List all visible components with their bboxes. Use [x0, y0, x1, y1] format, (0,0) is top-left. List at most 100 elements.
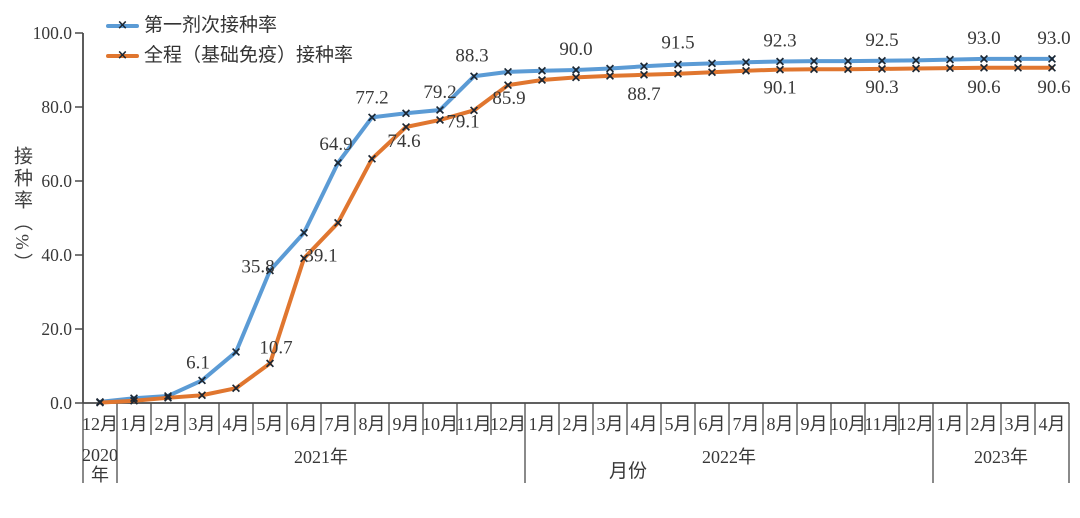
month-label: 6月 [291, 414, 318, 434]
point-marker [333, 218, 343, 227]
month-label: 12月 [490, 414, 526, 434]
point-label: 88.7 [627, 84, 660, 105]
y-tick-label: 20.0 [41, 319, 72, 339]
point-label: 79.1 [446, 111, 479, 132]
point-marker [537, 66, 547, 75]
point-label: 39.1 [304, 245, 337, 266]
month-label: 9月 [393, 414, 420, 434]
month-label: 3月 [597, 414, 624, 434]
month-label: 1月 [937, 414, 964, 434]
point-marker [673, 60, 683, 69]
month-label: 7月 [733, 414, 760, 434]
point-marker [95, 398, 105, 407]
point-marker [129, 394, 139, 403]
point-marker [707, 59, 717, 68]
point-marker [333, 158, 343, 167]
point-marker [605, 71, 615, 80]
point-marker [639, 70, 649, 79]
point-label: 90.1 [763, 78, 796, 99]
point-label: 77.2 [355, 87, 388, 108]
point-marker [673, 69, 683, 78]
point-marker [197, 376, 207, 385]
point-marker [605, 64, 615, 73]
point-marker [979, 63, 989, 72]
month-label: 8月 [767, 414, 794, 434]
point-marker [129, 396, 139, 405]
month-label: 9月 [801, 414, 828, 434]
month-label: 2月 [971, 414, 998, 434]
point-marker [877, 64, 887, 73]
point-marker [979, 54, 989, 63]
point-label: 91.5 [661, 32, 694, 53]
point-label: 74.6 [387, 131, 420, 152]
point-label: 93.0 [967, 28, 1000, 49]
point-label: 85.9 [492, 88, 525, 109]
month-label: 7月 [325, 414, 352, 434]
point-marker [367, 113, 377, 122]
point-marker [809, 57, 819, 66]
y-tick-label: 60.0 [41, 171, 72, 191]
point-marker [775, 65, 785, 74]
point-marker [435, 115, 445, 124]
month-label: 5月 [665, 414, 692, 434]
point-marker [911, 64, 921, 73]
series-line-full-course [98, 65, 1054, 405]
point-marker [1013, 63, 1023, 72]
point-marker [401, 122, 411, 131]
month-label: 5月 [257, 414, 284, 434]
month-label: 6月 [699, 414, 726, 434]
point-marker [571, 65, 581, 75]
point-marker [1013, 54, 1023, 63]
legend-item-first-dose: × 第一剂次接种率 [106, 15, 353, 38]
month-label: 8月 [359, 414, 386, 434]
point-marker [809, 65, 819, 74]
y-tick-label: 0.0 [50, 393, 72, 413]
point-marker [707, 68, 717, 77]
point-label: 90.3 [865, 77, 898, 98]
month-label: 4月 [631, 414, 658, 434]
month-label: 4月 [223, 414, 250, 434]
point-marker [741, 58, 751, 67]
point-label: 6.1 [186, 352, 210, 373]
point-marker [537, 75, 547, 84]
month-label: 12月 [82, 414, 118, 434]
point-marker [843, 57, 853, 66]
point-marker [367, 154, 377, 163]
point-marker [741, 66, 751, 75]
point-marker [877, 56, 887, 65]
point-marker [911, 56, 921, 65]
legend-item-full-course: × 全程（基础免疫）接种率 [106, 45, 353, 68]
month-label: 4月 [1039, 414, 1066, 434]
x-marker-icon: × [117, 18, 128, 34]
series-line-first-dose [98, 56, 1054, 404]
month-label: 11月 [456, 414, 491, 434]
point-marker [197, 391, 207, 400]
point-marker [775, 57, 785, 66]
point-marker [503, 67, 513, 76]
month-label: 3月 [1005, 414, 1032, 434]
month-label: 2月 [563, 414, 590, 434]
point-label: 90.0 [559, 39, 592, 60]
point-label: 92.3 [763, 30, 796, 51]
legend-label-first-dose: 第一剂次接种率 [144, 15, 278, 36]
full-course-line-sample: × [106, 49, 139, 62]
month-label: 11月 [864, 414, 899, 434]
point-marker [843, 65, 853, 74]
y-tick-label: 40.0 [41, 245, 72, 265]
point-label: 88.3 [455, 45, 488, 66]
x-axis-title: 月份 [609, 460, 647, 482]
point-marker [639, 62, 649, 71]
point-label: 90.6 [1037, 77, 1070, 98]
y-tick-label: 100.0 [33, 23, 73, 43]
y-axis-title: 接种率（%） [11, 146, 32, 275]
point-label: 35.8 [241, 257, 274, 278]
point-marker [469, 106, 479, 115]
month-label: 1月 [529, 414, 556, 434]
point-marker [231, 347, 241, 356]
legend-label-full-course: 全程（基础免疫）接种率 [144, 44, 354, 66]
year-label: 2023年 [974, 447, 1028, 467]
point-marker [299, 228, 309, 237]
point-label: 79.2 [423, 82, 456, 103]
